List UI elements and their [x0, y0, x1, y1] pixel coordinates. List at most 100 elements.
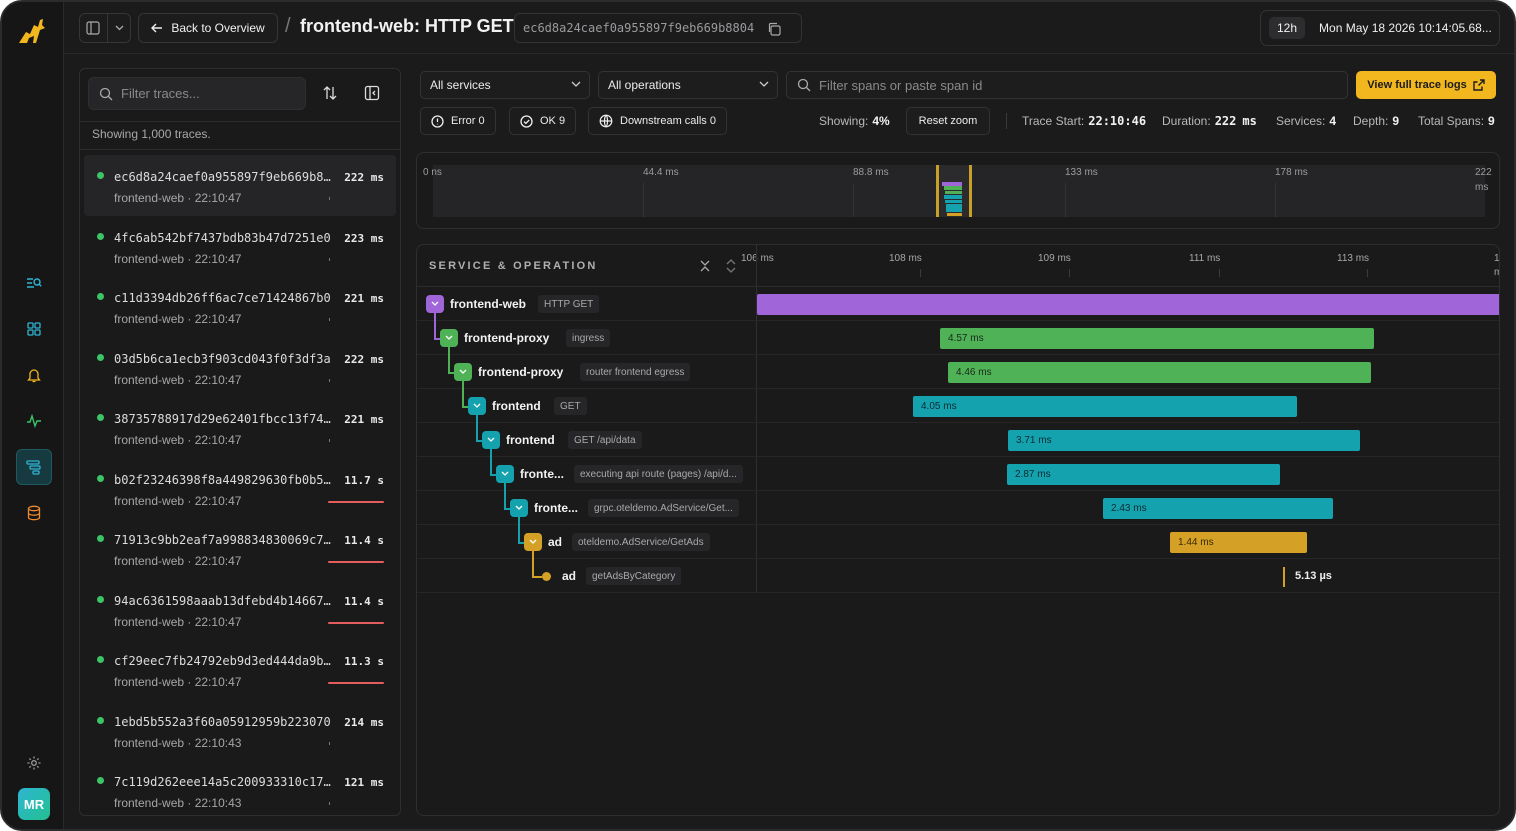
depth-label: Depth: [1353, 114, 1389, 128]
downstream-filter-chip[interactable]: Downstream calls 0 [588, 107, 727, 135]
trace-list-item[interactable]: b02f23246398f8a449829630fb0b51e 11.7 s fro… [84, 458, 396, 519]
span-row[interactable]: frontend GET 4.05 ms [417, 380, 1499, 423]
dashboards-icon[interactable] [16, 311, 52, 347]
span-toggle[interactable] [496, 465, 514, 483]
trace-list-item[interactable]: 71913c9bb2eaf7a998834830069c73d 11.4 s fro… [84, 518, 396, 579]
duration-label: Duration: [1162, 114, 1211, 128]
minimap-span [941, 182, 962, 186]
axis-tick [920, 269, 921, 277]
minimap-track[interactable] [433, 165, 1485, 217]
expand-all-icon[interactable] [725, 259, 737, 273]
sidebar-panel-icon [86, 21, 100, 35]
reset-zoom-button[interactable]: Reset zoom [906, 107, 990, 135]
status-dot [97, 656, 104, 663]
trace-list-item[interactable]: 7c119d262eee14a5c200933310c1700 121 ms fro… [84, 760, 396, 815]
copy-icon[interactable] [767, 22, 781, 36]
span-operation: GET /api/data [568, 431, 642, 449]
minimap-tick-label: 178 ms [1275, 167, 1308, 178]
trace-id: 38735788917d29e62401fbcc13f7400 [114, 412, 332, 426]
chevron-down-icon [115, 25, 124, 31]
minimap-tick-label: 133 ms [1065, 167, 1098, 178]
span-toggle[interactable] [468, 397, 486, 415]
panel-toggle-button[interactable] [79, 13, 131, 43]
column-divider [756, 245, 757, 592]
span-bar[interactable]: 4.57 ms [940, 328, 1374, 349]
duration-tick [329, 257, 330, 261]
tree-connector [518, 516, 520, 543]
span-search-input[interactable] [819, 77, 1319, 93]
span-bar[interactable]: 3.71 ms [1008, 430, 1360, 451]
span-row[interactable]: frontend GET /api/data 3.71 ms [417, 414, 1499, 457]
trace-list-item[interactable]: cf29eec7fb24792eb9d3ed444da9bf0 11.3 s fro… [84, 639, 396, 700]
sort-icon [323, 86, 337, 100]
span-bar[interactable]: 2.43 ms [1103, 498, 1333, 519]
span-toggle[interactable] [510, 499, 528, 517]
sort-button[interactable] [316, 79, 344, 107]
collapse-panel-button[interactable] [358, 79, 386, 107]
collapse-all-icon[interactable] [699, 259, 711, 273]
total-spans-stat: Total Spans: 9 [1418, 114, 1495, 128]
ok-filter-chip[interactable]: OK 9 [509, 107, 577, 135]
span-toggle[interactable] [524, 533, 542, 551]
span-bar[interactable]: 2.87 ms [1007, 464, 1280, 485]
span-row[interactable]: fronte... grpc.oteldemo.AdService/Get... 2… [417, 482, 1499, 525]
range-pill[interactable]: 12h [1269, 17, 1306, 39]
filter-traces-field[interactable] [88, 77, 306, 110]
avatar[interactable]: MR [18, 788, 50, 820]
span-bar[interactable]: 4.46 ms [948, 362, 1371, 383]
tree-connector [476, 414, 478, 441]
span-row[interactable]: frontend-proxy ingress 4.57 ms [417, 312, 1499, 355]
span-row[interactable]: ad getAdsByCategory 5.13 µs [417, 550, 1499, 593]
explore-icon[interactable] [16, 265, 52, 301]
span-search-field[interactable] [786, 71, 1348, 99]
span-toggle[interactable] [454, 363, 472, 381]
view-trace-logs-button[interactable]: View full trace logs [1356, 71, 1496, 99]
trace-list-item[interactable]: 03d5b6ca1ecb3f903cd043f0f3df3a 222 ms fron… [84, 337, 396, 398]
leaf-dot [542, 572, 551, 581]
trace-list-item[interactable]: ec6d8a24caef0a955897f9eb669b8804 222 ms fr… [84, 155, 396, 216]
error-filter-chip[interactable]: Error 0 [420, 107, 496, 135]
duration-stat: Duration: 222 ms [1162, 114, 1257, 128]
time-range-picker[interactable]: 12h Mon May 18 2026 10:14:05.68... [1260, 10, 1500, 46]
axis-tick-label: 106 ms [741, 253, 774, 264]
operations-select[interactable]: All operations [598, 71, 778, 99]
back-to-overview-button[interactable]: Back to Overview [138, 13, 278, 43]
total-spans-value: 9 [1488, 114, 1495, 128]
downstream-chip-label: Downstream calls 0 [620, 115, 716, 127]
span-row[interactable]: frontend-proxy router frontend egress 4.46… [417, 346, 1499, 389]
span-toggle[interactable] [426, 295, 444, 313]
chevron-down-icon [515, 505, 523, 510]
showing-stat: Showing: 4% [819, 114, 890, 128]
minimap-selection[interactable] [935, 165, 972, 217]
trace-list-item[interactable]: 94ac6361598aaab13dfebd4b14667d0 11.4 s fro… [84, 579, 396, 640]
span-bar[interactable]: 4.05 ms [913, 396, 1297, 417]
span-toggle[interactable] [440, 329, 458, 347]
span-service-name: fronte... [534, 501, 578, 515]
span-bar[interactable] [757, 294, 1499, 315]
axis-tick-label: 108 ms [889, 253, 922, 264]
services-select[interactable]: All services [420, 71, 590, 99]
status-dot [97, 293, 104, 300]
span-row[interactable]: frontend-web HTTP GET [417, 287, 1499, 321]
span-toggle[interactable] [482, 431, 500, 449]
trace-list-item[interactable]: 1ebd5b552a3f60a05912959b223070 214 ms fron… [84, 700, 396, 761]
trace-list-item[interactable]: c11d3394db26ff6ac7ce71424867b0 221 ms fron… [84, 276, 396, 337]
span-bar[interactable]: 1.44 ms [1170, 532, 1307, 553]
status-dot [97, 172, 104, 179]
trace-list-item[interactable]: 38735788917d29e62401fbcc13f7400 221 ms fro… [84, 397, 396, 458]
status-dot [97, 474, 104, 482]
axis-tick-label: m [1494, 267, 1499, 278]
trace-id: c11d3394db26ff6ac7ce71424867b0 [114, 291, 331, 305]
database-icon[interactable] [16, 495, 52, 531]
app-logo-icon[interactable] [16, 16, 48, 46]
trace-list-item[interactable]: 4fc6ab542bf7437bdb83b47d7251e0 223 ms fron… [84, 216, 396, 277]
metrics-icon[interactable] [16, 403, 52, 439]
alerts-icon[interactable] [16, 357, 52, 393]
span-row[interactable]: ad oteldemo.AdService/GetAds 1.44 ms [417, 516, 1499, 559]
trace-minimap[interactable]: 0 ns 44.4 ms 88.8 ms 133 ms 178 ms 222 ms [416, 152, 1500, 229]
settings-icon[interactable] [16, 745, 52, 781]
duration-value: 222 [1214, 114, 1237, 128]
span-row[interactable]: fronte... executing api route (pages) /ap… [417, 448, 1499, 491]
filter-traces-input[interactable] [121, 86, 281, 101]
traces-icon[interactable] [16, 449, 52, 485]
